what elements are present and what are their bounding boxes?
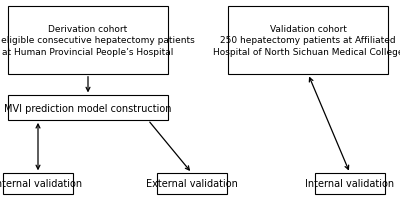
Text: Validation cohort
250 hepatectomy patients at Affiliated
Hospital of North Sichu: Validation cohort 250 hepatectomy patien… [213, 25, 400, 57]
FancyBboxPatch shape [8, 7, 168, 74]
Text: Internal validation: Internal validation [306, 179, 394, 188]
Text: External validation: External validation [146, 179, 238, 188]
Text: Derivation cohort
800 eligible consecutive hepatectomy patients
at Human Provinc: Derivation cohort 800 eligible consecuti… [0, 25, 195, 57]
FancyBboxPatch shape [157, 173, 227, 194]
Text: Internal validation: Internal validation [0, 179, 82, 188]
Text: MVI prediction model construction: MVI prediction model construction [4, 103, 172, 113]
FancyBboxPatch shape [8, 96, 168, 120]
FancyBboxPatch shape [3, 173, 73, 194]
FancyBboxPatch shape [228, 7, 388, 74]
FancyBboxPatch shape [315, 173, 385, 194]
